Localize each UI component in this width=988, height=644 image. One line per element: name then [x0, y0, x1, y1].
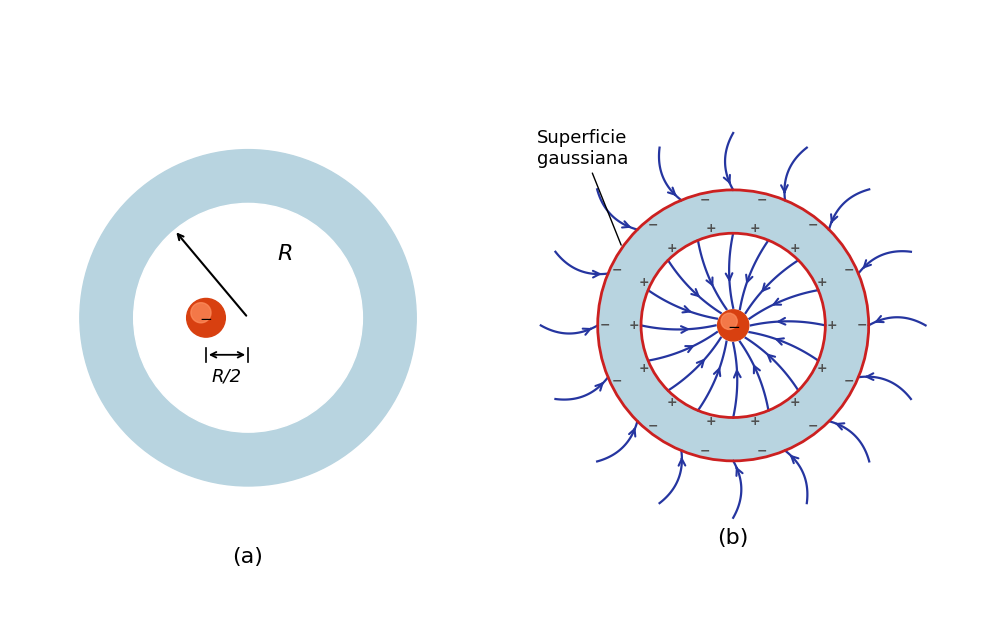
- Text: $-$: $-$: [200, 310, 212, 325]
- Text: −: −: [700, 444, 709, 457]
- Text: Superficie
gaussiana: Superficie gaussiana: [536, 129, 628, 245]
- Text: (a): (a): [232, 547, 264, 567]
- Text: −: −: [648, 419, 658, 433]
- Text: −: −: [600, 319, 610, 332]
- Text: +: +: [705, 222, 716, 236]
- Text: +: +: [817, 276, 828, 289]
- Text: +: +: [789, 242, 800, 254]
- Text: R/2: R/2: [212, 368, 242, 386]
- Circle shape: [641, 233, 825, 417]
- Text: −: −: [612, 375, 622, 388]
- Text: +: +: [827, 319, 838, 332]
- Text: −: −: [612, 263, 622, 276]
- Text: +: +: [639, 276, 649, 289]
- Text: +: +: [750, 415, 761, 428]
- Text: −: −: [857, 319, 867, 332]
- Text: −: −: [700, 193, 709, 207]
- Text: R: R: [278, 244, 292, 264]
- Circle shape: [191, 303, 211, 323]
- Text: +: +: [817, 362, 828, 375]
- Text: +: +: [750, 222, 761, 236]
- Text: +: +: [666, 396, 677, 409]
- Text: +: +: [629, 319, 639, 332]
- Text: +: +: [789, 396, 800, 409]
- Circle shape: [80, 149, 416, 486]
- Circle shape: [187, 298, 225, 337]
- Text: $-$: $-$: [726, 318, 740, 333]
- Text: +: +: [705, 415, 716, 428]
- Text: −: −: [844, 263, 855, 276]
- Text: −: −: [808, 419, 819, 433]
- Circle shape: [717, 310, 749, 341]
- Circle shape: [598, 190, 868, 461]
- Circle shape: [721, 313, 737, 330]
- Text: −: −: [844, 375, 855, 388]
- Text: (b): (b): [717, 528, 749, 548]
- Circle shape: [133, 204, 363, 432]
- Text: −: −: [757, 193, 767, 207]
- Text: −: −: [648, 218, 658, 231]
- Text: +: +: [639, 362, 649, 375]
- Text: −: −: [808, 218, 819, 231]
- Text: −: −: [757, 444, 767, 457]
- Text: +: +: [666, 242, 677, 254]
